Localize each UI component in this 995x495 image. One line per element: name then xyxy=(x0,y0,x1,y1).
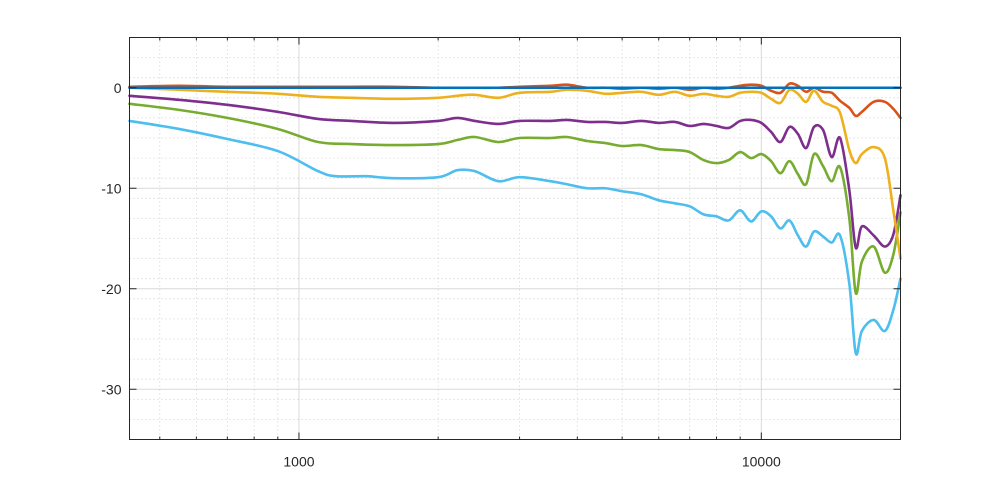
y-tick-label: 0 xyxy=(114,80,122,96)
x-tick-label: 1000 xyxy=(283,454,314,470)
series-lines xyxy=(128,82,902,356)
series-line-2 xyxy=(128,94,902,250)
plot-frame xyxy=(129,37,901,440)
series-line-1 xyxy=(128,102,902,296)
series-line-3 xyxy=(128,86,902,260)
x-tick-label: 10000 xyxy=(742,454,781,470)
x-axis-tick-labels: 1000 10000 xyxy=(283,454,781,470)
axis-ticks xyxy=(129,37,901,440)
y-axis-tick-labels: 0 -10 -20 -30 xyxy=(101,80,121,398)
series-line-5 xyxy=(128,119,902,356)
y-tick-label: -10 xyxy=(101,180,121,196)
y-tick-label: -20 xyxy=(101,281,121,297)
y-tick-label: -30 xyxy=(101,381,121,397)
